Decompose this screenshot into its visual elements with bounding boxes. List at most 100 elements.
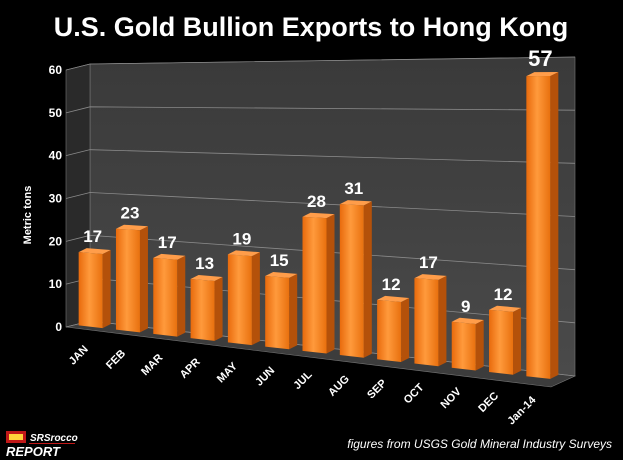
data-label: 23: [121, 204, 140, 223]
data-label: 31: [344, 179, 363, 198]
bar-side: [102, 250, 111, 329]
bar-side: [475, 320, 484, 371]
y-tick-label: 10: [49, 277, 63, 291]
bar-front: [265, 275, 290, 350]
logo-bottom-text: REPORT: [6, 444, 61, 459]
bar-front: [377, 299, 402, 363]
data-label: 19: [232, 229, 251, 248]
gridline: [65, 56, 576, 71]
bar: [377, 295, 410, 363]
bar-top: [526, 71, 559, 77]
bar-front: [302, 216, 327, 354]
bar: [78, 248, 111, 329]
gridlines: [65, 56, 576, 377]
bar-front: [227, 254, 252, 346]
bar-top: [227, 250, 260, 257]
bar-side: [438, 275, 447, 367]
x-tick-label: APR: [178, 356, 203, 381]
bar-top: [377, 295, 410, 303]
x-tick-label: JUL: [291, 369, 314, 392]
bar-side: [289, 273, 298, 350]
x-tick-label: JAN: [67, 343, 91, 367]
y-tick-label: 50: [49, 106, 63, 120]
bar: [339, 200, 372, 358]
bar-top: [153, 253, 186, 260]
chart-title: U.S. Gold Bullion Exports to Hong Kong: [54, 12, 568, 42]
data-labels: 17 23 17 13 19 15 28 31 12 17 9 12 57: [83, 46, 552, 316]
source-note: figures from USGS Gold Mineral Industry …: [347, 437, 612, 451]
data-label: 13: [195, 254, 214, 273]
bar-side: [251, 252, 260, 346]
data-label: 12: [382, 275, 401, 294]
bar-top: [78, 248, 111, 255]
bar-top: [489, 305, 522, 312]
x-tick-label: SEP: [365, 377, 389, 401]
x-tick-label: OCT: [402, 381, 427, 406]
bar-front: [339, 204, 364, 358]
bar-side: [550, 71, 559, 379]
y-tick-label: 20: [49, 234, 63, 248]
bar-side: [363, 201, 372, 358]
bar-side: [139, 226, 148, 333]
bar-side: [326, 214, 335, 354]
x-tick-label: MAY: [215, 360, 241, 386]
bar-top: [190, 274, 223, 282]
x-tick-label: JUN: [253, 365, 277, 389]
bar-top: [414, 274, 447, 280]
x-tick-label: DEC: [476, 390, 501, 415]
bar-top: [115, 224, 148, 231]
gridline: [65, 106, 576, 114]
bar: [265, 271, 298, 350]
bar-top: [339, 200, 372, 206]
x-tick-label: Jan-14: [505, 394, 539, 428]
bar-top: [302, 212, 335, 219]
data-label: 9: [461, 297, 470, 316]
y-tick-label: 30: [49, 192, 63, 206]
bar-front: [190, 278, 215, 341]
y-tick-label: 0: [55, 320, 62, 334]
bar-top: [265, 271, 298, 278]
bar: [153, 253, 186, 337]
bar-front: [78, 252, 103, 329]
bar-side: [214, 277, 223, 341]
bar-front: [414, 278, 439, 367]
x-tick-label: FEB: [104, 348, 128, 372]
x-tick-label: AUG: [326, 373, 352, 399]
bar: [489, 305, 522, 375]
data-label: 17: [419, 253, 438, 272]
srsrocco-logo: SRSrocco REPORT: [6, 431, 78, 459]
bar-side: [177, 255, 186, 337]
data-label: 12: [494, 285, 513, 304]
bar-front: [153, 257, 178, 337]
bar-front: [489, 309, 514, 375]
gridline: [65, 234, 576, 271]
bars: [78, 71, 559, 379]
data-label: 17: [158, 233, 177, 252]
logo-top-text: SRSrocco: [30, 433, 78, 444]
bar-front: [526, 75, 551, 379]
bar-side: [401, 298, 410, 363]
x-tick-label: MAR: [139, 352, 165, 378]
gridline: [65, 149, 576, 164]
y-tick-label: 60: [49, 63, 63, 77]
data-label: 15: [270, 251, 289, 270]
y-axis-label: Metric tons: [22, 186, 34, 245]
bar: [302, 212, 335, 354]
bar: [227, 250, 260, 346]
x-tick-label: NOV: [439, 385, 465, 411]
data-label: 57: [528, 46, 552, 71]
y-axis-ticks: 0 10 20 30 40 50 60: [49, 63, 63, 334]
bar-side: [513, 307, 522, 375]
bar: [414, 274, 447, 367]
bar: [190, 274, 223, 341]
data-label: 28: [307, 192, 326, 211]
bar-front: [451, 321, 476, 371]
data-label: 17: [83, 227, 102, 246]
bar-top: [451, 317, 484, 325]
bar: [451, 317, 484, 371]
bar: [526, 71, 559, 379]
y-tick-label: 40: [49, 149, 63, 163]
gridline: [65, 192, 576, 217]
bar-front: [115, 228, 140, 333]
